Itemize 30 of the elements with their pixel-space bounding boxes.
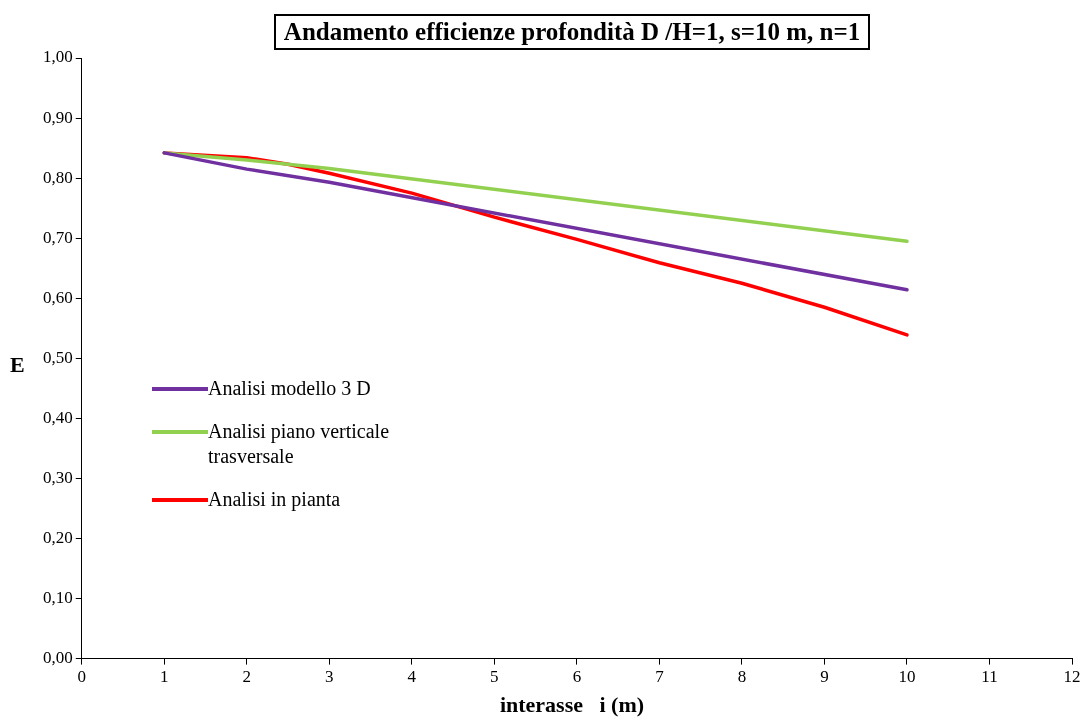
x-tick-label: 5 xyxy=(490,667,499,687)
x-tick-label: 11 xyxy=(981,667,998,687)
y-tick-label: 0,40 xyxy=(43,407,73,427)
x-tick-label: 9 xyxy=(820,667,829,687)
x-tick-label: 6 xyxy=(572,667,582,687)
x-tick-label: 3 xyxy=(325,667,334,687)
y-tick-label: 0,30 xyxy=(43,467,73,487)
y-tick-label: 1,00 xyxy=(43,47,73,67)
y-tick-label: 0,60 xyxy=(43,287,73,307)
legend-label: Analisi piano verticale trasversale xyxy=(208,419,391,469)
y-tick-label: 0,20 xyxy=(43,527,73,547)
y-tick-label: 0,70 xyxy=(43,227,73,247)
legend-label: Analisi in pianta xyxy=(208,487,342,512)
y-axis-title: E xyxy=(10,352,25,378)
x-tick-label: 10 xyxy=(898,667,916,687)
y-tick-label: 0,00 xyxy=(43,648,73,668)
x-tick-label: 7 xyxy=(655,667,665,687)
chart-title: Andamento efficienze profondità D /H=1, s=10 m, n=1 xyxy=(273,14,871,50)
x-axis-title: interasse i (m) xyxy=(498,692,646,718)
x-tick-label: 12 xyxy=(1063,667,1081,687)
x-tick-label: 0 xyxy=(77,667,86,687)
y-tick-label: 0,80 xyxy=(43,167,73,187)
y-tick-label: 0,50 xyxy=(43,347,73,367)
legend-label: Analisi modello 3 D xyxy=(208,376,372,401)
x-tick-label: 1 xyxy=(160,667,169,687)
x-tick-label: 8 xyxy=(737,667,747,687)
x-tick-label: 4 xyxy=(407,667,417,687)
y-tick-label: 0,10 xyxy=(43,588,73,608)
x-tick-label: 2 xyxy=(242,667,252,687)
y-tick-label: 0,90 xyxy=(43,107,73,127)
